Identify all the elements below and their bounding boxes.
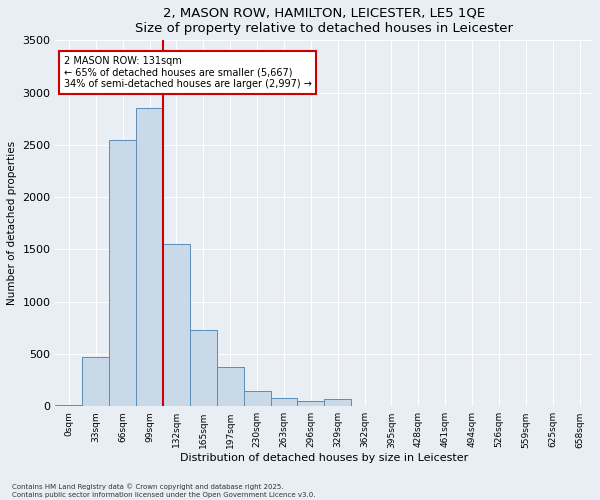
Bar [163,244,190,406]
Text: Contains HM Land Registry data © Crown copyright and database right 2025.
Contai: Contains HM Land Registry data © Crown c… [12,484,316,498]
Bar [298,401,324,406]
Bar [109,140,136,406]
Bar [82,357,109,406]
Bar [136,108,163,406]
Bar [324,399,351,406]
Bar [55,405,82,406]
Bar [244,390,271,406]
Bar [271,398,298,406]
Bar [190,330,217,406]
Text: 2 MASON ROW: 131sqm
← 65% of detached houses are smaller (5,667)
34% of semi-det: 2 MASON ROW: 131sqm ← 65% of detached ho… [64,56,311,89]
Y-axis label: Number of detached properties: Number of detached properties [7,141,17,306]
X-axis label: Distribution of detached houses by size in Leicester: Distribution of detached houses by size … [180,453,469,463]
Bar [217,366,244,406]
Title: 2, MASON ROW, HAMILTON, LEICESTER, LE5 1QE
Size of property relative to detached: 2, MASON ROW, HAMILTON, LEICESTER, LE5 1… [135,7,513,35]
